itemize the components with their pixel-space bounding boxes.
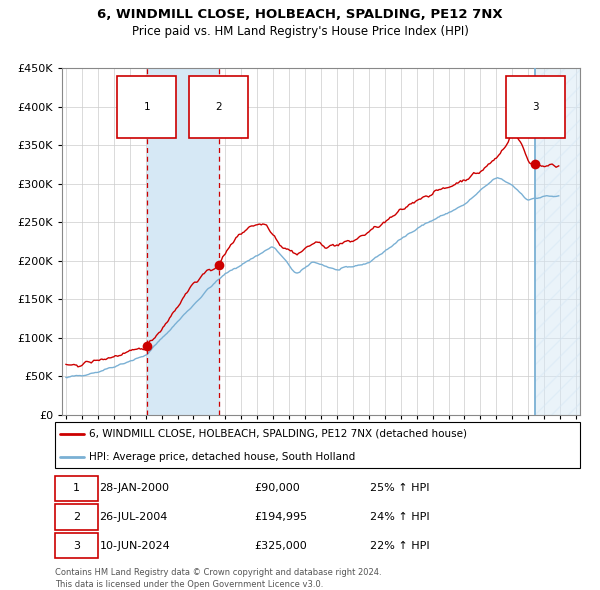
Text: 28-JAN-2000: 28-JAN-2000 [100, 483, 170, 493]
Text: 1: 1 [143, 101, 150, 112]
Text: 10-JUN-2024: 10-JUN-2024 [100, 541, 170, 551]
Text: Price paid vs. HM Land Registry's House Price Index (HPI): Price paid vs. HM Land Registry's House … [131, 25, 469, 38]
Text: 1: 1 [73, 483, 80, 493]
Text: 25% ↑ HPI: 25% ↑ HPI [370, 483, 430, 493]
Text: £90,000: £90,000 [254, 483, 300, 493]
Text: 6, WINDMILL CLOSE, HOLBEACH, SPALDING, PE12 7NX: 6, WINDMILL CLOSE, HOLBEACH, SPALDING, P… [97, 8, 503, 21]
Text: 26-JUL-2004: 26-JUL-2004 [100, 512, 168, 522]
Text: 2: 2 [73, 512, 80, 522]
Text: Contains HM Land Registry data © Crown copyright and database right 2024.: Contains HM Land Registry data © Crown c… [55, 568, 382, 577]
Text: This data is licensed under the Open Government Licence v3.0.: This data is licensed under the Open Gov… [55, 580, 323, 589]
Text: 2: 2 [215, 101, 222, 112]
Text: £194,995: £194,995 [254, 512, 308, 522]
FancyBboxPatch shape [55, 504, 98, 530]
Text: £325,000: £325,000 [254, 541, 307, 551]
Text: HPI: Average price, detached house, South Holland: HPI: Average price, detached house, Sout… [89, 451, 355, 461]
Text: 22% ↑ HPI: 22% ↑ HPI [370, 541, 430, 551]
Text: 24% ↑ HPI: 24% ↑ HPI [370, 512, 430, 522]
Text: 6, WINDMILL CLOSE, HOLBEACH, SPALDING, PE12 7NX (detached house): 6, WINDMILL CLOSE, HOLBEACH, SPALDING, P… [89, 428, 467, 438]
Bar [535, 68, 580, 415]
Text: 3: 3 [73, 541, 80, 551]
Text: 3: 3 [532, 101, 539, 112]
FancyBboxPatch shape [55, 476, 98, 501]
Bar [147, 68, 218, 415]
FancyBboxPatch shape [55, 533, 98, 558]
